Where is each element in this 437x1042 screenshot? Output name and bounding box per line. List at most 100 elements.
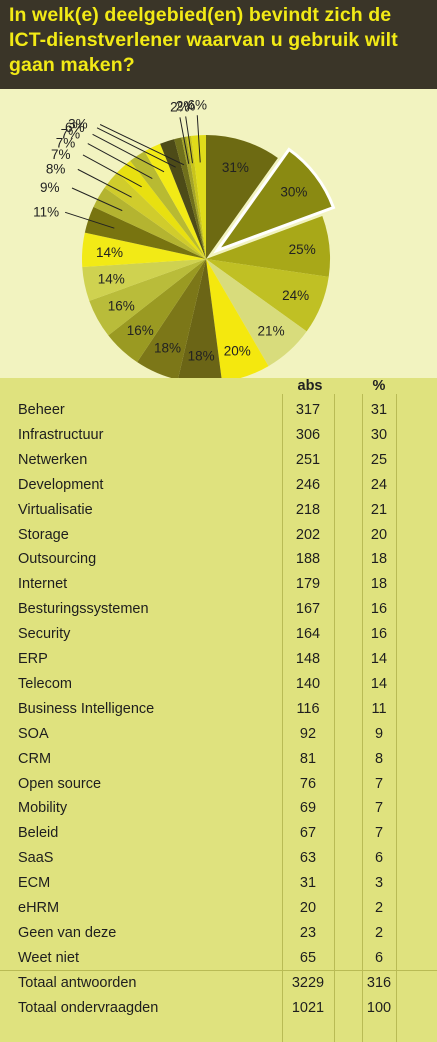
slice-label: 24% [282, 288, 309, 303]
row-label: Beleid [18, 825, 59, 842]
row-abs-value: 69 [299, 800, 317, 817]
row-abs-value: 1021 [291, 999, 325, 1016]
slice-label: 18% [188, 349, 215, 364]
row-abs-value: 116 [296, 700, 320, 717]
slice-label: 20% [224, 344, 251, 359]
pie-slice [206, 135, 278, 259]
leader-line [64, 211, 115, 229]
table-row: Virtualisatie 218 21 [0, 498, 437, 523]
slice-label: 7% [56, 136, 76, 151]
row-label: SaaS [18, 850, 54, 867]
row-percent-value: 18 [370, 576, 388, 593]
row-percent-value: 20 [370, 526, 388, 543]
row-label: Security [18, 626, 71, 643]
slice-label: 3% [68, 117, 88, 132]
pie-slice [89, 259, 206, 336]
pie-chart-area: 31% 30% 25% 24% 21% 20% 18% 18% 16% 16% 14% 14% 11% 9… [0, 89, 437, 390]
row-percent-value: 16 [370, 601, 388, 618]
leader-line [77, 168, 132, 198]
row-abs-value: 218 [295, 501, 321, 518]
table-row: Mobility 69 7 [0, 796, 437, 821]
chart-title: In welk(e) deelgebied(en) bevindt zich d… [9, 4, 398, 76]
row-label: Virtualisatie [18, 501, 93, 518]
row-percent-value: 6 [374, 949, 384, 966]
row-abs-value: 63 [299, 850, 317, 867]
leader-line [92, 133, 165, 173]
slice-label: 7% [61, 126, 81, 141]
slice-label: 25% [289, 242, 316, 257]
row-abs-value: 188 [295, 551, 321, 568]
row-abs-value: 67 [299, 825, 317, 842]
row-percent-value: 3 [374, 875, 384, 892]
column-divider [396, 394, 397, 1042]
table-row: eHRM 20 2 [0, 896, 437, 921]
leader-line [99, 124, 185, 166]
row-label: Mobility [18, 800, 68, 817]
slice-label: 2% [176, 98, 196, 113]
totals-row: Totaal ondervraagden 1021 100 [0, 996, 437, 1021]
table-row: SaaS 63 6 [0, 846, 437, 871]
slice-label: 7% [51, 147, 71, 162]
pie-slice [186, 135, 206, 259]
row-label: eHRM [18, 900, 60, 916]
table-row: Outsourcing 188 18 [0, 547, 437, 572]
row-label: Open source [18, 775, 102, 792]
pie-slice [137, 259, 206, 380]
table-row: Geen van deze 23 2 [0, 921, 437, 946]
row-label: Beheer [18, 402, 65, 418]
row-abs-value: 164 [295, 626, 321, 643]
slice-label: 14% [98, 272, 125, 287]
header-bar: In welk(e) deelgebied(en) bevindt zich d… [0, 0, 437, 89]
row-abs-value: 179 [295, 576, 321, 593]
row-percent-value: 7 [374, 825, 384, 842]
row-label: Besturingssystemen [18, 601, 149, 618]
pie-slice [181, 136, 206, 259]
table-row: Besturingssystemen 167 16 [0, 597, 437, 622]
table-row: CRM 81 8 [0, 747, 437, 772]
row-percent-value: 2 [374, 924, 384, 941]
pie-slice [191, 135, 206, 259]
table-row: Infrastructuur 306 30 [0, 423, 437, 448]
row-label: Business Intelligence [18, 700, 155, 717]
row-label: SOA [18, 725, 49, 742]
pie-chart: 31%30%25%24%21%20%18%18%16%16%14%14%11%9… [33, 97, 336, 383]
row-percent-value: 11 [371, 700, 387, 717]
row-abs-value: 65 [299, 949, 317, 966]
row-abs-value: 246 [295, 476, 321, 493]
column-header-percent: % [372, 378, 386, 394]
pie-slice [213, 147, 336, 254]
row-abs-value: 306 [295, 426, 321, 443]
table-row: Netwerken 251 25 [0, 448, 437, 473]
slice-label: 6% [65, 120, 85, 135]
pie-slice [206, 259, 269, 382]
data-table: abs % Beheer 317 31 Infrastructuur 306 30 Netw… [0, 378, 437, 1042]
pie-slice [177, 259, 223, 383]
row-label: Netwerken [18, 451, 88, 468]
slice-label: 11% [33, 204, 59, 219]
slice-label: 9% [40, 180, 60, 195]
slice-label: 16% [127, 323, 154, 338]
table-row: Internet 179 18 [0, 572, 437, 597]
pie-slice [93, 187, 206, 259]
pie-slice [82, 232, 206, 268]
pie-slice [206, 216, 330, 277]
pie-slice [206, 259, 307, 367]
table-row: Storage 202 20 [0, 523, 437, 548]
row-label: Storage [18, 526, 69, 543]
column-divider [362, 394, 363, 1042]
row-abs-value: 140 [295, 675, 321, 692]
row-percent-value: 8 [374, 750, 384, 767]
row-label: Infrastructuur [18, 426, 104, 443]
row-percent-value: 18 [370, 551, 388, 568]
table-row: ERP 148 14 [0, 647, 437, 672]
row-abs-value: 23 [299, 924, 317, 941]
row-abs-value: 317 [295, 402, 321, 418]
leader-line [96, 127, 176, 168]
row-abs-value: 81 [299, 750, 317, 767]
row-percent-value: 100 [366, 999, 392, 1016]
row-percent-value: 24 [370, 476, 388, 493]
row-label: Totaal ondervraagden [18, 999, 159, 1016]
leader-line [196, 115, 201, 163]
row-label: Telecom [18, 675, 72, 692]
table-row: Telecom 140 14 [0, 672, 437, 697]
